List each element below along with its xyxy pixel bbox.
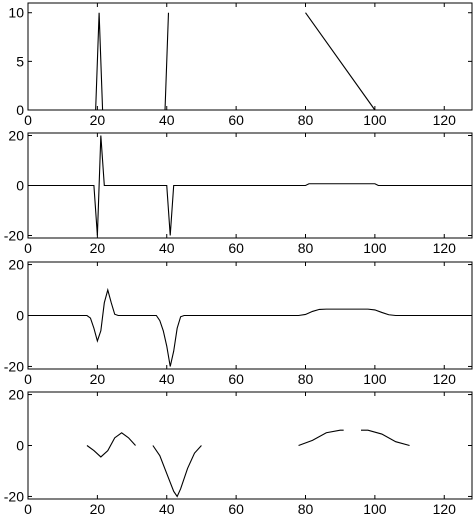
x-tick-label: 120	[433, 371, 457, 387]
x-tick-label: 0	[24, 240, 32, 256]
series-line-segment	[161, 12, 170, 111]
x-tick-label: 60	[228, 112, 244, 128]
series-line-segment	[305, 12, 376, 111]
y-tick-label: 10	[8, 5, 24, 21]
x-tick-label: 0	[24, 501, 32, 514]
x-tick-label: 40	[159, 112, 175, 128]
y-tick-label: 0	[16, 438, 24, 454]
y-tick-label: 20	[8, 128, 24, 144]
series-line-segment	[361, 429, 410, 447]
y-tick-label: 0	[16, 308, 24, 324]
x-tick-label: 0	[24, 371, 32, 387]
x-tick-label: 20	[90, 112, 106, 128]
series-line-segment	[298, 429, 344, 447]
axes-frame	[27, 391, 473, 500]
x-tick-label: 120	[433, 112, 457, 128]
x-tick-label: 100	[363, 112, 387, 128]
axes-frame	[27, 2, 473, 111]
y-tick-label: -20	[4, 358, 24, 374]
y-tick-label: 0	[16, 102, 24, 118]
y-tick-label: 20	[8, 387, 24, 403]
x-tick-label: 20	[90, 240, 106, 256]
chart-panel-1: 0 20 40 60 80 100 120 0 5 10	[8, 2, 473, 128]
x-tick-label: 80	[298, 112, 314, 128]
y-tick-label: -20	[4, 228, 24, 244]
x-tick-label: 120	[433, 240, 457, 256]
series-line-segment	[152, 445, 202, 498]
series-line-segment	[92, 12, 107, 111]
x-tick-label: 60	[228, 240, 244, 256]
y-tick-label: 5	[16, 53, 24, 69]
x-tick-label: 40	[159, 501, 175, 514]
x-tick-label: 60	[228, 501, 244, 514]
x-tick-label: 80	[298, 240, 314, 256]
x-tick-label: 120	[433, 501, 457, 514]
x-tick-label: 40	[159, 240, 175, 256]
x-tick-label: 40	[159, 371, 175, 387]
x-tick-label: 100	[363, 371, 387, 387]
y-tick-label: -20	[4, 488, 24, 504]
x-tick-label: 60	[228, 371, 244, 387]
x-tick-label: 80	[298, 371, 314, 387]
x-tick-label: 80	[298, 501, 314, 514]
series-line-segment	[86, 432, 136, 458]
x-tick-label: 100	[363, 501, 387, 514]
x-tick-label: 0	[24, 112, 32, 128]
y-tick-label: 20	[8, 257, 24, 273]
x-tick-label: 20	[90, 371, 106, 387]
y-tick-label: 0	[16, 178, 24, 194]
x-tick-label: 100	[363, 240, 387, 256]
series-line-segment	[28, 135, 472, 236]
series-line-segment	[28, 287, 472, 367]
x-tick-label: 20	[90, 501, 106, 514]
